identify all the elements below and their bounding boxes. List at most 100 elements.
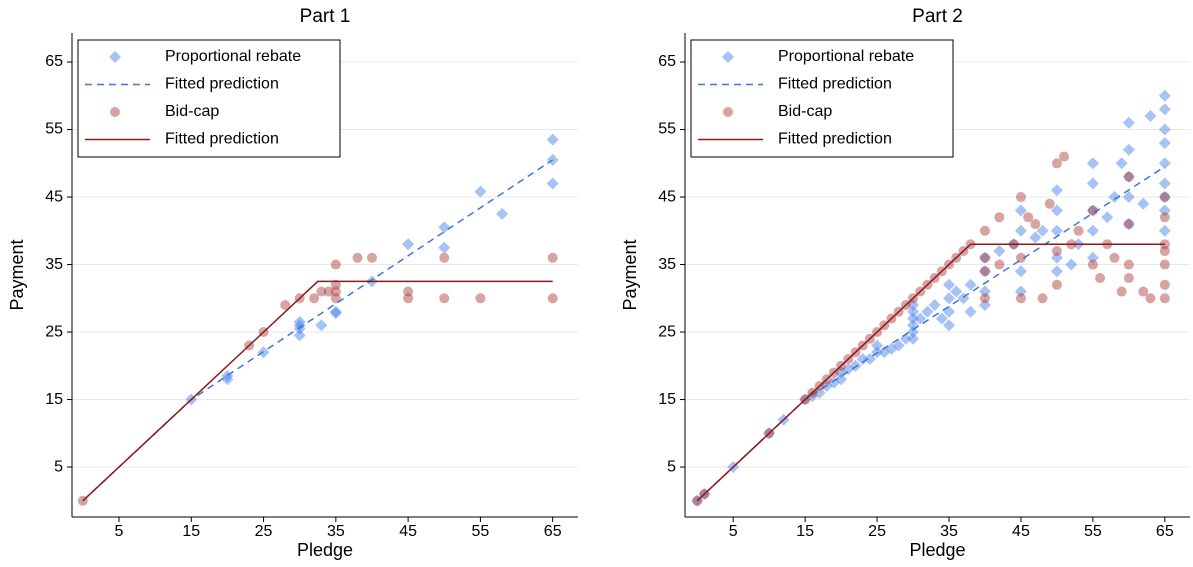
point [1023, 212, 1034, 223]
point [1158, 89, 1171, 102]
point [316, 286, 327, 297]
point [309, 293, 320, 304]
y-tick-label: 15 [45, 391, 63, 408]
point [439, 293, 450, 304]
point [1050, 251, 1063, 264]
y-tick-label: 55 [45, 121, 63, 138]
point [1158, 137, 1171, 150]
chart-title: Part 2 [912, 6, 963, 27]
x-tick-label: 15 [182, 523, 200, 540]
point [330, 279, 341, 290]
chart-title: Part 1 [300, 6, 351, 27]
point [921, 305, 934, 318]
point [1051, 246, 1062, 257]
point [907, 312, 920, 325]
legend-marker [722, 51, 734, 63]
point [1059, 151, 1070, 162]
point [547, 293, 558, 304]
point [1158, 191, 1171, 204]
point [1115, 157, 1128, 170]
x-tick-label: 55 [1084, 523, 1102, 540]
point [1158, 103, 1171, 116]
point [496, 207, 509, 220]
point [1015, 192, 1026, 203]
y-axis-label: Payment [7, 239, 27, 310]
point [1159, 279, 1170, 290]
point [1037, 293, 1048, 304]
point [1050, 204, 1063, 217]
x-tick-label: 5 [729, 523, 738, 540]
point [1158, 157, 1171, 170]
point [546, 177, 559, 190]
y-tick-label: 35 [45, 256, 63, 273]
point [1036, 224, 1049, 237]
point [1087, 205, 1098, 216]
point [329, 305, 342, 318]
point [979, 293, 990, 304]
y-axis-label: Payment [620, 239, 640, 310]
point [979, 225, 990, 236]
y-tick-label: 55 [658, 121, 676, 138]
y-tick-label: 5 [54, 458, 63, 475]
point [1065, 258, 1078, 271]
point [1158, 123, 1171, 136]
point [1122, 191, 1135, 204]
y-tick-label: 45 [658, 188, 676, 205]
point [352, 252, 363, 263]
point [935, 312, 948, 325]
point [474, 185, 487, 198]
point [979, 252, 990, 263]
x-tick-label: 25 [868, 523, 886, 540]
point [1086, 251, 1099, 264]
point [1158, 204, 1171, 217]
legend-label: Fitted prediction [778, 76, 892, 93]
y-tick-label: 45 [45, 188, 63, 205]
point [907, 305, 920, 318]
point [1158, 224, 1171, 237]
point [964, 305, 977, 318]
x-tick-label: 45 [399, 523, 417, 540]
point [1144, 110, 1157, 123]
point [1087, 259, 1098, 270]
point [914, 312, 927, 325]
fit-line [82, 280, 553, 502]
legend-label: Bid-cap [165, 103, 219, 120]
y-tick-label: 5 [667, 458, 676, 475]
point [330, 293, 341, 304]
point [1159, 293, 1170, 304]
point [943, 292, 956, 305]
point [403, 286, 414, 297]
point [547, 252, 558, 263]
point [1030, 219, 1041, 230]
point [1014, 204, 1027, 217]
x-tick-label: 35 [327, 523, 345, 540]
point [1137, 197, 1150, 210]
point [1159, 259, 1170, 270]
point [438, 241, 451, 254]
point [1109, 252, 1120, 263]
x-tick-label: 5 [115, 523, 124, 540]
point [1050, 265, 1063, 278]
point [1122, 170, 1135, 183]
point [907, 332, 920, 345]
y-tick-label: 65 [658, 53, 676, 70]
point [1086, 224, 1099, 237]
point [979, 266, 990, 277]
point [293, 329, 306, 342]
point [315, 319, 328, 332]
x-tick-label: 45 [1012, 523, 1030, 540]
point [403, 293, 414, 304]
y-tick-label: 65 [45, 53, 63, 70]
point [978, 285, 991, 298]
legend-box [690, 39, 954, 158]
legend-box [77, 39, 341, 158]
point [1145, 293, 1156, 304]
point [943, 278, 956, 291]
point [1123, 273, 1134, 284]
point [1122, 218, 1135, 231]
y-tick-label: 25 [658, 323, 676, 340]
point [964, 278, 977, 291]
point [1123, 171, 1134, 182]
point [1050, 224, 1063, 237]
